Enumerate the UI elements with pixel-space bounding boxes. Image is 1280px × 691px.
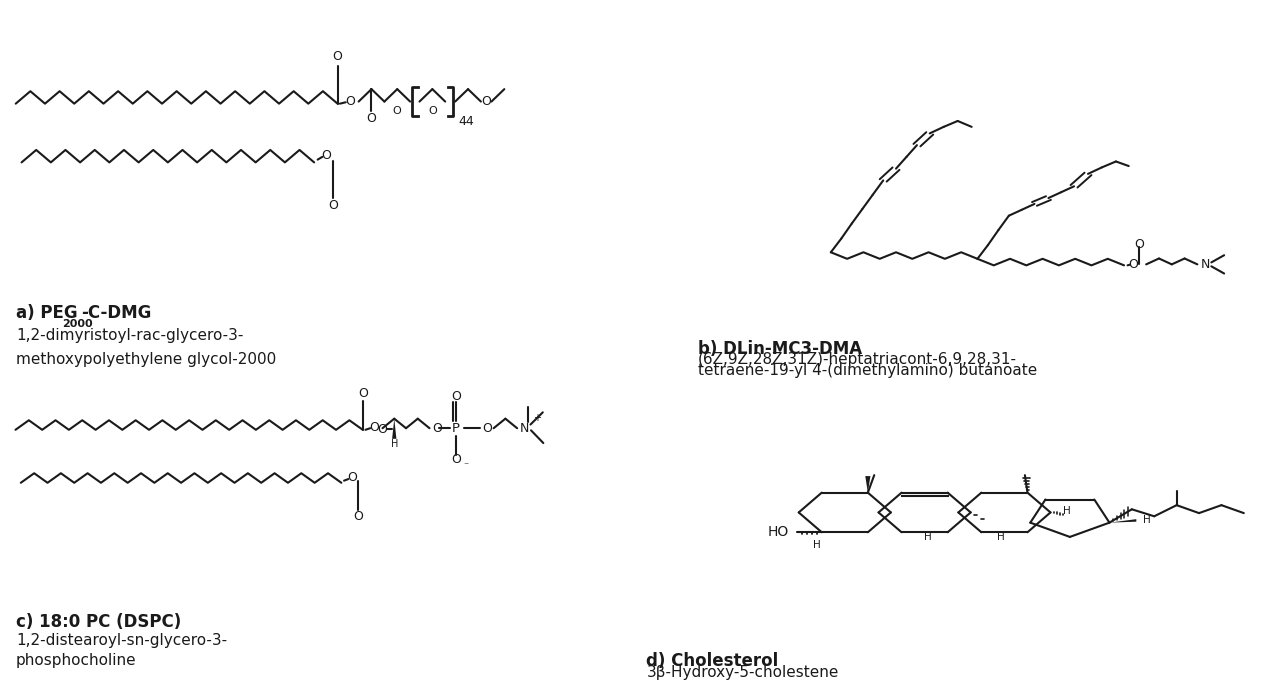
Text: O: O xyxy=(452,390,461,403)
Text: 1,2-dimyristoyl-rac-glycero-3-: 1,2-dimyristoyl-rac-glycero-3- xyxy=(17,328,243,343)
Text: methoxypolyethylene glycol-2000: methoxypolyethylene glycol-2000 xyxy=(17,352,276,368)
Text: b) DLin-MC3-DMA: b) DLin-MC3-DMA xyxy=(698,341,863,359)
Text: O: O xyxy=(481,422,492,435)
Text: +: + xyxy=(532,413,540,423)
Text: O: O xyxy=(366,112,376,124)
Text: c) 18:0 PC (DSPC): c) 18:0 PC (DSPC) xyxy=(17,613,182,631)
Text: O: O xyxy=(353,510,364,522)
Text: N: N xyxy=(520,422,530,435)
Text: 2000: 2000 xyxy=(61,319,92,329)
Text: O: O xyxy=(347,471,357,484)
Text: O: O xyxy=(329,200,338,212)
Text: H: H xyxy=(1064,506,1071,516)
Text: O: O xyxy=(1129,258,1138,271)
Text: O: O xyxy=(370,421,379,434)
Text: N: N xyxy=(1201,258,1210,271)
Polygon shape xyxy=(1110,519,1137,522)
Text: H: H xyxy=(997,532,1005,542)
Text: H: H xyxy=(924,532,932,542)
Polygon shape xyxy=(865,476,870,493)
Polygon shape xyxy=(392,419,397,439)
Text: 3β-Hydroxy-5-cholestene: 3β-Hydroxy-5-cholestene xyxy=(646,665,838,680)
Text: O: O xyxy=(393,106,402,115)
Text: phosphocholine: phosphocholine xyxy=(17,653,137,668)
Text: H: H xyxy=(390,439,398,449)
Text: 1,2-distearoyl-sn-glycero-3-: 1,2-distearoyl-sn-glycero-3- xyxy=(17,633,227,647)
Text: tetraene-19-yl 4-(dimethylamino) butanoate: tetraene-19-yl 4-(dimethylamino) butanoa… xyxy=(698,363,1037,379)
Text: O: O xyxy=(433,422,442,435)
Text: O: O xyxy=(321,149,330,162)
Text: O: O xyxy=(481,95,492,108)
Text: P: P xyxy=(452,422,461,435)
Text: O: O xyxy=(428,106,436,115)
Text: O: O xyxy=(1134,238,1144,251)
Text: d) Cholesterol: d) Cholesterol xyxy=(646,652,778,670)
Text: H: H xyxy=(1143,515,1151,525)
Text: O: O xyxy=(346,95,356,108)
Text: 44: 44 xyxy=(458,115,474,129)
Text: HO: HO xyxy=(767,525,788,539)
Text: -C-DMG: -C-DMG xyxy=(81,304,151,322)
Text: a) PEG: a) PEG xyxy=(17,304,78,322)
Text: ⁻: ⁻ xyxy=(463,462,468,471)
Text: (6Z,9Z,28Z,31Z)-heptatriacont-6,9,28,31-: (6Z,9Z,28Z,31Z)-heptatriacont-6,9,28,31- xyxy=(698,352,1018,367)
Text: O: O xyxy=(452,453,461,466)
Text: O: O xyxy=(333,50,343,63)
Text: O: O xyxy=(358,387,367,400)
Text: O: O xyxy=(378,423,388,436)
Text: H: H xyxy=(813,540,820,550)
